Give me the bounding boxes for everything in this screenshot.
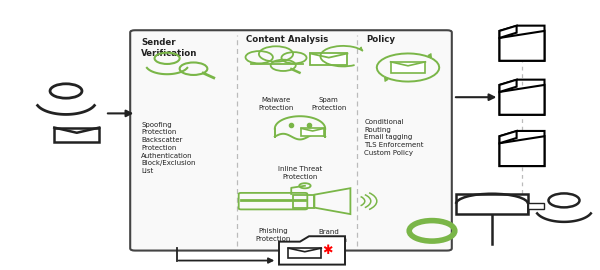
Polygon shape	[499, 80, 517, 92]
Text: Phishing
Protection: Phishing Protection	[256, 228, 290, 242]
Polygon shape	[499, 26, 517, 38]
Text: Policy: Policy	[366, 35, 395, 44]
Text: Inline Threat
Protection: Inline Threat Protection	[278, 166, 322, 180]
Polygon shape	[499, 85, 545, 115]
Text: Malware
Protection: Malware Protection	[259, 97, 293, 111]
Text: ✱: ✱	[322, 244, 332, 257]
Text: Content Analysis: Content Analysis	[246, 35, 328, 44]
Polygon shape	[499, 31, 545, 61]
Polygon shape	[279, 236, 345, 265]
Bar	[293, 195, 314, 208]
Polygon shape	[499, 131, 517, 143]
Text: Conditional
Routing
Email tagging
TLS Enforcement
Custom Policy: Conditional Routing Email tagging TLS En…	[364, 119, 424, 156]
Bar	[289, 248, 322, 258]
Bar	[310, 53, 347, 65]
Text: Sender
Verification: Sender Verification	[141, 38, 197, 58]
Bar	[391, 62, 425, 73]
FancyBboxPatch shape	[130, 30, 452, 251]
Text: Spam
Protection: Spam Protection	[311, 97, 346, 111]
Text: Brand
Reputation
Protection: Brand Reputation Protection	[310, 230, 348, 251]
Bar	[456, 194, 528, 214]
Bar	[528, 203, 544, 209]
Bar	[301, 129, 324, 136]
Bar	[54, 128, 99, 143]
Polygon shape	[499, 136, 545, 166]
Text: Spoofing
Protection
Backscatter
Protection
Authentication
Block/Exclusion
List: Spoofing Protection Backscatter Protecti…	[141, 122, 196, 174]
